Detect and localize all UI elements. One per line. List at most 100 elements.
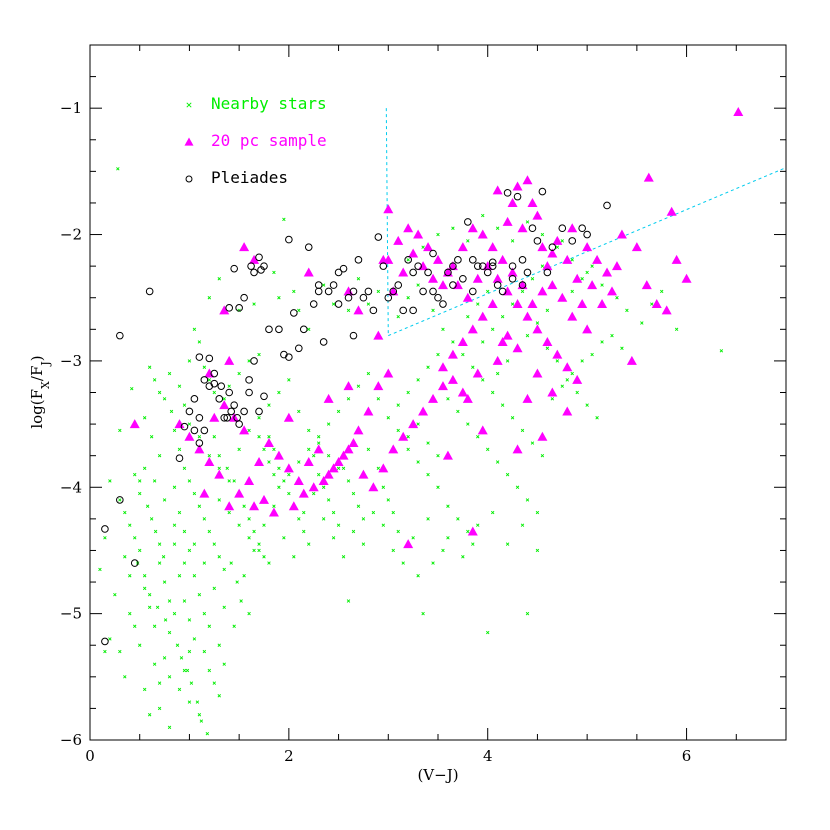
data-point [128,574,132,578]
data-point [374,233,383,241]
cross-stroke [222,567,226,572]
data-point [302,510,306,515]
cross-stroke [98,567,102,572]
data-point [331,510,336,515]
data-point [177,510,182,515]
cross-stroke [202,649,207,654]
data-point [217,277,221,281]
data-point [456,517,460,521]
cross-stroke [186,102,192,108]
data-point [510,416,515,420]
data-point [118,428,122,433]
data-point [391,548,395,553]
data-point [202,561,207,565]
data-point [378,463,389,473]
data-point [142,466,147,471]
cross-stroke [426,472,430,477]
data-point [153,529,158,534]
cross-stroke [302,510,306,515]
data-point [137,491,142,496]
cross-stroke [520,523,525,527]
cross-stroke [197,713,202,717]
data-point [192,327,197,332]
data-point [224,355,235,365]
cross-stroke [520,428,525,433]
data-point [530,277,535,281]
cross-stroke [222,397,226,401]
data-point [532,324,543,334]
cross-stroke [520,289,525,294]
cross-stroke [446,504,450,508]
data-point [447,374,458,384]
data-point [215,395,224,403]
legend-label: Nearby stars [211,94,327,113]
cross-stroke [446,536,450,540]
data-point [477,311,488,321]
cross-stroke [267,403,271,407]
data-point [237,447,241,452]
cross-stroke [207,296,212,300]
data-point [316,435,321,439]
data-point [533,237,542,245]
data-point [175,643,180,647]
data-point [555,359,560,363]
data-point [162,580,167,584]
data-point [625,308,629,313]
cross-stroke [182,599,187,603]
cross-stroke [416,422,420,426]
data-point [472,273,483,283]
data-point [108,479,112,483]
cross-stroke [123,510,127,515]
data-point [490,390,495,395]
data-point [530,441,535,445]
cross-stroke [182,561,187,565]
data-point [490,510,495,515]
data-point [363,406,374,416]
cross-stroke [187,479,192,483]
data-point [488,258,497,267]
cross-stroke [152,378,157,382]
cross-stroke [123,675,127,679]
data-point [202,649,207,654]
cross-stroke [182,529,187,534]
data-point [406,447,410,452]
legend: Nearby stars 20 pc sample Pleiades [184,94,327,187]
cross-stroke [297,308,301,313]
data-point [223,413,232,422]
cross-stroke [431,308,435,313]
data-point [451,226,455,230]
data-point [346,308,351,313]
data-point [319,338,328,346]
data-point [348,438,359,448]
data-point [247,611,251,616]
cross-stroke [147,713,152,717]
data-point [492,185,503,195]
data-point [157,706,162,711]
cross-stroke [466,239,470,243]
data-point [376,397,381,401]
cross-stroke [610,333,614,338]
data-point [118,649,122,654]
data-point [234,488,245,498]
data-point [263,438,274,448]
data-point [222,605,226,610]
cross-stroke [147,365,152,369]
cross-stroke [495,371,500,376]
data-point [323,393,334,403]
x-tick-label: 0 [85,747,95,765]
cross-stroke [376,466,381,471]
data-point [272,504,276,508]
cross-stroke [197,340,202,344]
data-point [487,242,498,252]
cross-stroke [287,472,291,477]
cross-stroke [239,599,243,603]
data-point [522,311,533,321]
data-point [240,293,248,302]
cross-stroke [376,289,381,294]
data-point [197,713,202,717]
data-point [620,346,624,350]
data-point [535,510,540,515]
data-point [180,422,189,431]
data-point [212,435,217,439]
cross-stroke [157,542,162,546]
